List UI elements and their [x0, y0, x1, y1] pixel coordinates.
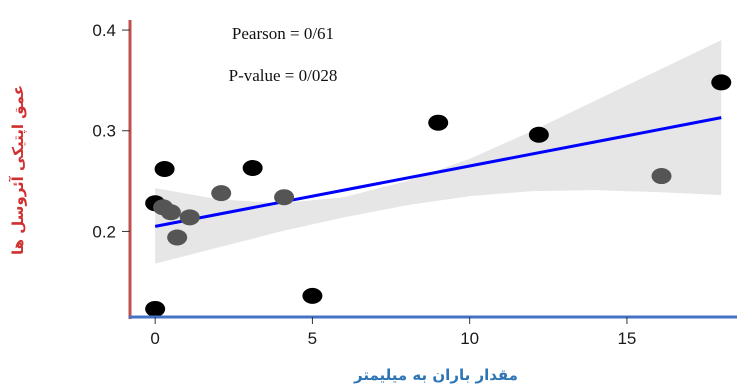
data-point	[160, 204, 181, 221]
y-axis-label: عمق اپتیکی آئروسل ها	[9, 85, 28, 255]
points-layer	[145, 74, 732, 317]
data-point	[274, 189, 295, 206]
regression-line-layer	[154, 116, 722, 228]
x-axis-label: مقدار باران به میلیمتر	[353, 366, 518, 384]
x-tick-label: 15	[617, 329, 636, 348]
data-point	[179, 209, 200, 226]
data-point	[302, 287, 323, 304]
data-point	[211, 185, 232, 202]
x-tick-label: 10	[460, 329, 479, 348]
regression-line	[154, 116, 722, 228]
data-point	[154, 161, 175, 178]
x-tick-label: 0	[150, 329, 159, 348]
y-tick-label: 0.4	[92, 21, 116, 40]
y-tick-label: 0.2	[92, 222, 116, 241]
data-point	[711, 74, 732, 91]
confidence-band	[155, 40, 722, 264]
axes-layer	[128, 20, 737, 319]
y-tick-label: 0.3	[92, 122, 116, 141]
pearson-annotation: Pearson = 0/61	[232, 24, 334, 43]
data-point	[242, 159, 263, 176]
pvalue-annotation: P-value = 0/028	[229, 66, 338, 85]
data-point	[145, 300, 166, 317]
confidence-band-layer	[155, 40, 722, 264]
data-point	[167, 229, 188, 246]
x-tick-label: 5	[308, 329, 317, 348]
ticks-layer: 0 5 10 15 0.2 0.3 0.4	[92, 21, 636, 348]
data-point	[428, 114, 449, 131]
data-point	[528, 126, 549, 143]
data-point	[651, 168, 672, 185]
